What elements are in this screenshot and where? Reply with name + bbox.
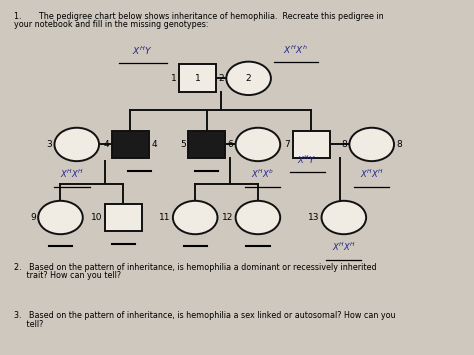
Bar [293,131,330,158]
Text: 4: 4 [151,140,157,149]
Text: 13: 13 [308,213,319,222]
Bar [111,131,149,158]
Circle shape [349,128,394,161]
Text: $X^HY$: $X^HY$ [132,45,152,58]
Bar [105,203,142,231]
Circle shape [321,201,366,234]
Text: 7: 7 [285,140,291,149]
Text: 1: 1 [171,74,177,83]
Text: 4: 4 [104,140,109,149]
Circle shape [236,201,280,234]
Text: $X^HX^H$: $X^HX^H$ [60,168,84,180]
Text: your notebook and fill in the missing genotypes:: your notebook and fill in the missing ge… [14,20,209,29]
Text: 12: 12 [222,213,233,222]
Text: 11: 11 [159,213,171,222]
Bar [188,131,226,158]
Text: 5: 5 [180,140,186,149]
Text: 1.       The pedigree chart below shows inheritance of hemophilia.  Recreate thi: 1. The pedigree chart below shows inheri… [14,12,383,21]
Text: 10: 10 [91,213,102,222]
Text: $X^HX^h$: $X^HX^h$ [283,43,308,56]
Text: trait? How can you tell?: trait? How can you tell? [14,272,121,280]
Circle shape [226,62,271,95]
Text: tell?: tell? [14,320,44,329]
Text: 3: 3 [46,140,52,149]
Text: 2.   Based on the pattern of inheritance, is hemophilia a dominant or recessivel: 2. Based on the pattern of inheritance, … [14,263,377,272]
Circle shape [38,201,83,234]
Text: 2: 2 [219,74,224,83]
Text: 8: 8 [341,140,347,149]
Text: 2: 2 [246,74,251,83]
Bar [179,65,216,92]
Circle shape [236,128,280,161]
Text: 8: 8 [396,140,402,149]
Text: 1: 1 [195,74,201,83]
Text: $X^HY$: $X^HY$ [297,154,316,166]
Circle shape [173,201,218,234]
Text: 3.   Based on the pattern of inheritance, is hemophilia a sex linked or autosoma: 3. Based on the pattern of inheritance, … [14,311,396,321]
Text: 6: 6 [228,140,233,149]
Text: $X^HX^H$: $X^HX^H$ [360,168,384,180]
Circle shape [55,128,99,161]
Text: 9: 9 [30,213,36,222]
Text: $X^HX^H$: $X^HX^H$ [332,241,356,253]
Text: $X^HX^b$: $X^HX^b$ [251,168,274,180]
